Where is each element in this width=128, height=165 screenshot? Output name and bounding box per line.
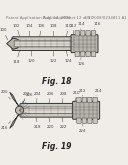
Text: 126: 126 [77,58,85,66]
FancyBboxPatch shape [88,97,92,103]
Text: 200: 200 [1,90,10,99]
Text: US 2008/0234811 A1: US 2008/0234811 A1 [85,16,127,20]
FancyBboxPatch shape [86,31,90,36]
Polygon shape [10,92,21,109]
Polygon shape [10,112,21,128]
FancyBboxPatch shape [82,118,87,123]
FancyBboxPatch shape [75,51,79,57]
FancyBboxPatch shape [77,97,81,103]
FancyBboxPatch shape [86,51,90,57]
Text: 110: 110 [65,24,72,37]
Text: 118: 118 [13,51,20,64]
Text: 212: 212 [79,89,86,96]
FancyBboxPatch shape [73,101,100,119]
Text: 204: 204 [34,92,41,103]
Text: 224: 224 [79,124,86,133]
Text: Patent Application Publication: Patent Application Publication [6,16,65,20]
FancyBboxPatch shape [93,118,97,123]
Text: 220: 220 [47,117,54,129]
Text: 104: 104 [26,24,33,37]
Text: 216: 216 [1,121,10,130]
Text: 122: 122 [50,51,57,63]
Circle shape [15,106,24,114]
FancyBboxPatch shape [93,97,97,103]
Text: 102: 102 [13,24,20,36]
FancyBboxPatch shape [71,35,98,53]
FancyBboxPatch shape [81,31,85,36]
FancyBboxPatch shape [91,31,96,36]
Text: 100: 100 [0,29,8,40]
FancyBboxPatch shape [14,40,77,47]
Text: Sheet 12 of 17: Sheet 12 of 17 [64,16,92,20]
Text: 218: 218 [34,117,41,129]
Text: 112: 112 [70,24,77,34]
Text: Aug. 14, 2008: Aug. 14, 2008 [43,16,71,20]
Text: Fig. 18: Fig. 18 [42,77,72,86]
Text: 208: 208 [60,92,67,103]
Text: Fig. 19: Fig. 19 [42,142,72,151]
Text: 214: 214 [95,89,103,96]
Text: 124: 124 [65,51,72,63]
FancyBboxPatch shape [75,31,79,36]
Text: 226: 226 [22,94,33,103]
Text: 210: 210 [73,91,81,101]
Text: 206: 206 [47,92,54,103]
FancyBboxPatch shape [82,97,87,103]
FancyBboxPatch shape [12,37,80,50]
FancyBboxPatch shape [22,107,76,114]
FancyBboxPatch shape [81,51,85,57]
Text: 106: 106 [38,24,45,37]
Text: 114: 114 [77,22,85,30]
Text: 108: 108 [50,24,57,37]
FancyBboxPatch shape [77,118,81,123]
FancyBboxPatch shape [91,51,96,57]
Text: 222: 222 [60,117,67,129]
Text: 116: 116 [93,22,101,29]
Polygon shape [7,38,18,49]
FancyBboxPatch shape [88,118,92,123]
Text: 120: 120 [28,51,35,63]
FancyBboxPatch shape [20,103,79,117]
Text: 202: 202 [22,92,30,103]
